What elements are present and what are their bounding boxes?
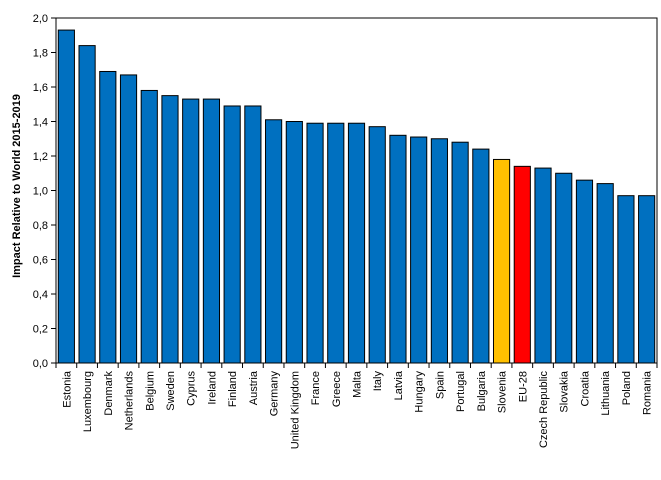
y-tick-label: 2,0	[33, 13, 48, 25]
bar-ireland	[202, 98, 221, 364]
bar-bulgaria	[472, 148, 490, 364]
y-tick-label: 1,4	[33, 117, 48, 129]
y-axis-title: Impact Relative to World 2015-2019	[11, 94, 23, 278]
bar-austria	[244, 105, 262, 364]
y-tick-label: 0,8	[33, 220, 48, 232]
x-tick-label: Italy	[372, 371, 384, 392]
x-tick-label: Malta	[352, 370, 364, 398]
bar-malta	[347, 122, 366, 364]
bar-slovakia	[555, 172, 573, 364]
bars	[57, 29, 656, 364]
bar-cyprus	[182, 98, 200, 364]
x-tick-label: Estonia	[61, 370, 73, 408]
y-tick-label: 0,6	[33, 255, 48, 267]
x-tick-label: Ireland	[206, 371, 218, 405]
bar-portugal	[451, 141, 469, 364]
x-tick-label: Cyprus	[186, 371, 198, 406]
bar-france	[306, 122, 324, 364]
x-tick-label: Czech Republic	[538, 371, 550, 449]
x-tick-label: Sweden	[165, 371, 177, 411]
x-tick-label: Hungary	[414, 371, 426, 413]
x-tick-label: Spain	[434, 371, 446, 399]
x-tick-label: United Kingdom	[289, 371, 301, 449]
bar-poland	[617, 195, 635, 364]
x-tick-label: France	[310, 371, 322, 405]
bar-belgium	[140, 89, 158, 364]
bar-czech-republic	[534, 167, 552, 364]
y-tick-label: 1,0	[33, 186, 48, 198]
bar-germany	[265, 119, 283, 364]
x-tick-label: Romania	[642, 370, 654, 415]
x-tick-label: Slovakia	[559, 370, 571, 412]
x-tick-label: Denmark	[103, 371, 115, 416]
y-tick-label: 1,2	[33, 151, 48, 163]
bar-spain	[430, 138, 448, 364]
bar-united-kingdom	[285, 121, 303, 364]
x-tick-label: Netherlands	[124, 371, 136, 431]
bar-romania	[638, 195, 656, 364]
y-axis: 0,0 0,2 0,4 0,6 0,8 1,0 1,2 1,4 1,6 1,8 2,0	[33, 13, 56, 370]
bar-greece	[327, 122, 345, 364]
y-tick-label: 0,2	[33, 324, 48, 336]
x-tick-label: Poland	[621, 371, 633, 405]
bar-denmark	[99, 70, 117, 364]
y-tick-label: 0,0	[33, 358, 48, 370]
y-tick-label: 1,8	[33, 48, 48, 60]
x-axis-labels: Estonia Luxembourg Denmark Netherlands Belgi…	[55, 363, 658, 449]
x-tick-label: Luxembourg	[82, 371, 94, 432]
y-tick-label: 0,4	[33, 289, 48, 301]
x-tick-label: Latvia	[393, 370, 405, 400]
bar-slovenia	[492, 158, 511, 364]
x-tick-label: EU-28	[517, 371, 529, 402]
x-tick-label: Portugal	[455, 371, 467, 412]
x-tick-label: Bulgaria	[476, 370, 488, 411]
y-tick-label: 1,6	[33, 82, 48, 94]
bar-estonia	[57, 29, 75, 364]
bar-eu-28	[513, 165, 531, 364]
bar-finland	[223, 105, 241, 364]
bar-latvia	[389, 134, 407, 364]
bar-croatia	[575, 179, 594, 364]
x-tick-label: Croatia	[579, 370, 591, 406]
x-tick-label: Lithuania	[600, 370, 612, 416]
x-tick-label: Germany	[269, 371, 281, 417]
x-tick-label: Finland	[227, 371, 239, 407]
x-tick-label: Slovenia	[497, 370, 509, 413]
bar-lithuania	[596, 183, 614, 364]
bar-sweden	[161, 95, 179, 364]
bar-netherlands	[119, 74, 138, 364]
x-tick-label: Austria	[248, 370, 260, 405]
x-tick-label: Greece	[331, 371, 343, 407]
bar-luxembourg	[78, 45, 96, 364]
bar-hungary	[410, 136, 428, 364]
x-tick-label: Belgium	[144, 371, 156, 411]
bar-italy	[368, 126, 386, 364]
